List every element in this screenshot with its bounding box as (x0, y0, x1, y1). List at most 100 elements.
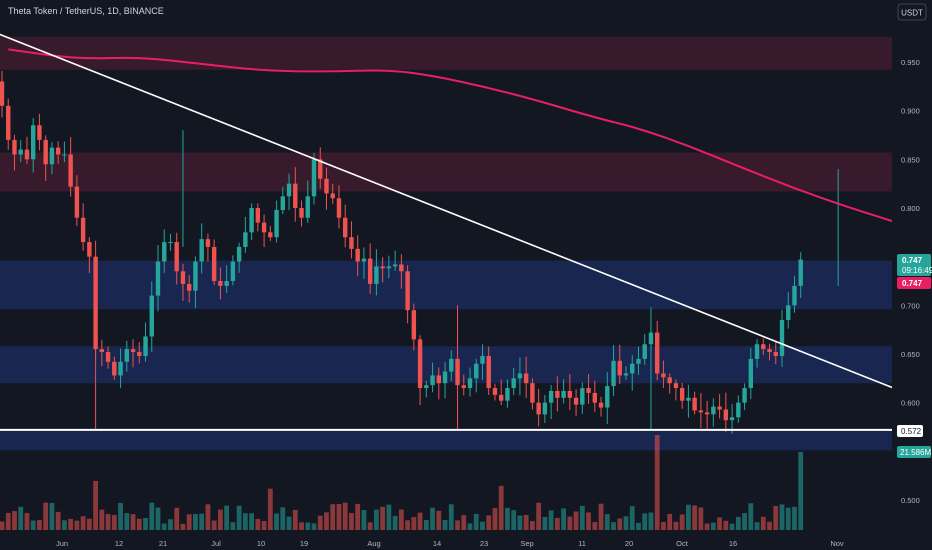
volume-bar (380, 506, 386, 530)
candle-body (580, 388, 585, 405)
volume-bar (498, 485, 504, 530)
x-tick-label: 14 (433, 539, 441, 548)
volume-bar (336, 504, 342, 530)
volume-bar (517, 515, 523, 530)
candlesticks (0, 70, 839, 434)
volume-bar (218, 509, 223, 530)
candle-body (243, 232, 248, 247)
candle-body (87, 242, 92, 257)
candle-body (392, 264, 398, 267)
candle-body (37, 125, 42, 140)
candle-body (424, 385, 429, 389)
volume-bar (261, 520, 267, 530)
volume-bar (492, 507, 498, 530)
candle-body (299, 208, 304, 218)
volume-bar (330, 504, 336, 530)
volume-bar (136, 518, 142, 530)
candle-body (55, 147, 61, 155)
candle-body (717, 406, 722, 410)
candle-body (124, 349, 129, 362)
candle-body (686, 397, 691, 401)
candle-body (155, 261, 161, 296)
candle-body (305, 196, 310, 218)
candle-body (623, 373, 629, 376)
candle-body (792, 285, 797, 306)
candle-body (767, 349, 772, 353)
volume-bars (0, 435, 804, 530)
volume-bar (679, 514, 685, 530)
candle-body (367, 258, 373, 284)
candle-body (112, 361, 117, 376)
volume-bar (573, 511, 579, 530)
volume-bar (767, 521, 772, 530)
candle-body (492, 388, 498, 395)
candle-body (286, 183, 292, 197)
volume-bar (205, 504, 211, 530)
x-tick-label: Aug (367, 539, 380, 548)
support-zone (0, 430, 892, 451)
volume-bar (74, 520, 80, 530)
volume-bar (779, 504, 785, 530)
candle-body (480, 355, 485, 364)
volume-bar (548, 510, 554, 530)
candle-body (99, 349, 105, 353)
x-tick-label: 16 (729, 539, 737, 548)
volume-bar (168, 519, 173, 530)
volume-bar (18, 506, 24, 530)
candle-body (786, 305, 791, 320)
candle-body (349, 237, 354, 249)
volume-bar (792, 506, 797, 530)
volume-bar (398, 509, 404, 530)
volume-bar (12, 511, 17, 530)
volume-bar (193, 513, 198, 530)
candle-body (461, 385, 466, 389)
candle-body (174, 242, 179, 272)
volume-bar (611, 522, 616, 530)
volume-bar (305, 522, 311, 530)
volume-bar (735, 516, 741, 530)
volume-bar (692, 505, 698, 530)
candle-body (249, 208, 254, 233)
candle-body (105, 352, 111, 362)
volume-bar (93, 480, 98, 530)
candle-body (318, 159, 323, 179)
x-tick-label: 19 (300, 539, 308, 548)
last-price-label: 0.747 09:16:49 (897, 254, 932, 276)
candle-body (605, 386, 610, 408)
candle-body (505, 388, 510, 401)
volume-bar (729, 523, 735, 530)
candle-body (592, 392, 597, 403)
ma-value-label: 0.747 (897, 277, 931, 289)
volume-bar (0, 521, 5, 530)
volume-bar (710, 522, 716, 530)
volume-bar (224, 505, 230, 530)
volume-bar (255, 518, 261, 530)
candle-body (798, 259, 803, 286)
candle-body (380, 266, 385, 269)
candle-body (442, 371, 448, 384)
currency-button[interactable]: USDT (897, 3, 927, 21)
descending-trend-line[interactable] (0, 33, 897, 390)
volume-bar (523, 514, 529, 530)
volume-bar (299, 522, 304, 530)
candle-body (43, 139, 48, 165)
y-tick-label: 0.850 (901, 155, 920, 164)
candle-body (673, 383, 679, 389)
candle-body (255, 208, 261, 223)
volume-bar (242, 513, 248, 530)
last-price-value: 0.747 (902, 256, 923, 265)
moving-average-line (8, 48, 932, 237)
volume-bar (648, 512, 654, 530)
candle-body (486, 355, 491, 389)
volume-bar (149, 502, 155, 530)
candle-body (261, 222, 267, 233)
volume-bar (586, 512, 591, 530)
volume-bar (180, 523, 186, 530)
volume-bar (367, 522, 373, 530)
volume-bar (324, 512, 329, 530)
volume-bar (37, 520, 42, 530)
candle-body (761, 344, 766, 350)
candle-body (711, 406, 716, 415)
volume-bar (486, 515, 492, 530)
